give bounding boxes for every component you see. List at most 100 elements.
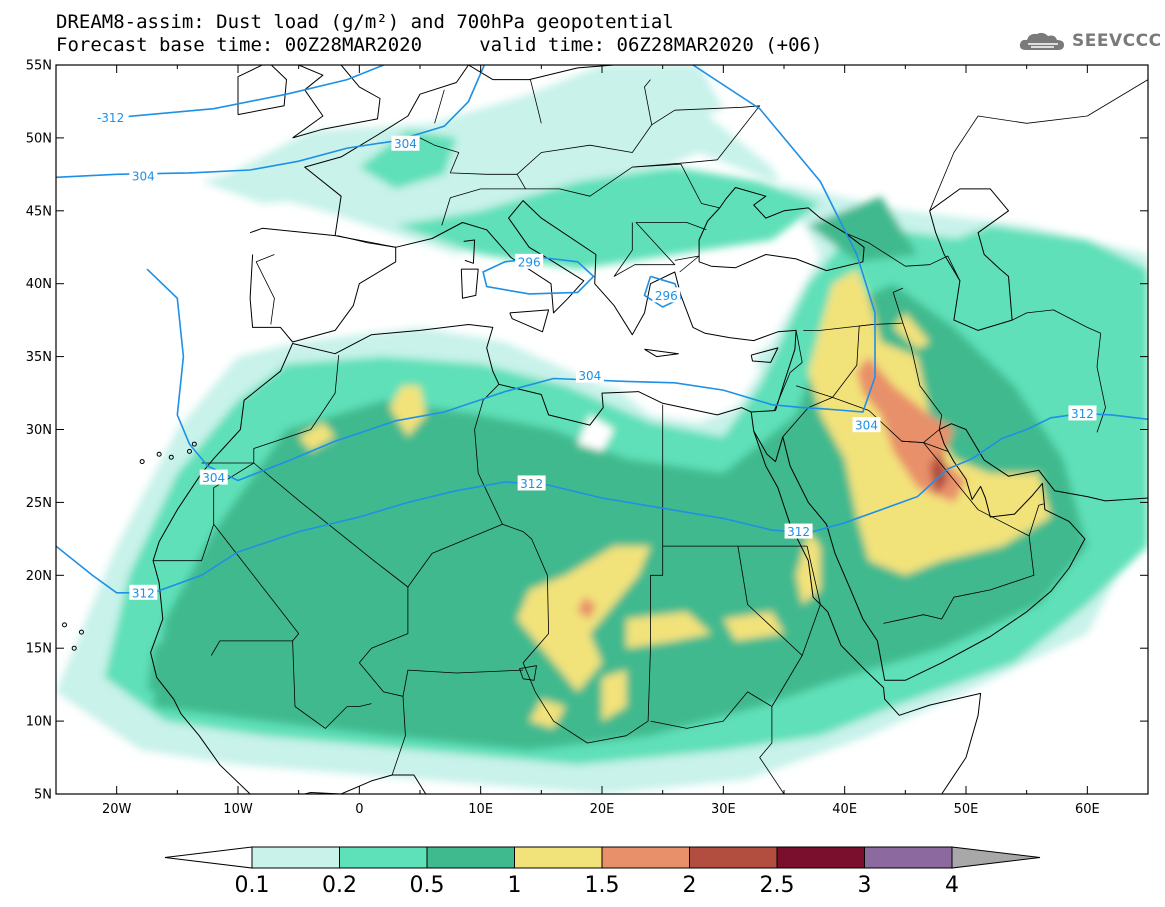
geopotential-contour xyxy=(482,256,595,295)
country-border xyxy=(883,442,1035,624)
country-border xyxy=(773,330,803,411)
svg-text:312: 312 xyxy=(1071,407,1094,421)
coastline xyxy=(292,65,381,139)
country-border xyxy=(674,255,700,273)
colorbar-swatch xyxy=(426,846,515,869)
coastline xyxy=(929,188,1013,331)
svg-text:312: 312 xyxy=(132,586,155,600)
country-border xyxy=(737,546,803,656)
colorbar-swatch xyxy=(776,846,865,869)
country-border xyxy=(402,669,524,697)
svg-text:296: 296 xyxy=(518,255,541,269)
colorbar-label: 2 xyxy=(683,873,697,898)
dust-region-level-1 xyxy=(201,130,433,204)
svg-text:304: 304 xyxy=(578,369,601,383)
country-border xyxy=(632,105,761,168)
island xyxy=(191,441,197,447)
dust-region-level-2 xyxy=(359,130,457,189)
country-border xyxy=(1028,503,1044,537)
dust-region-level-2 xyxy=(395,167,821,270)
country-border xyxy=(530,79,542,124)
colorbar-swatch xyxy=(339,846,428,869)
country-border xyxy=(434,89,445,124)
country-border xyxy=(419,79,653,175)
colorbar-under-triangle xyxy=(164,846,253,869)
lat-tick-label: 30N xyxy=(26,423,52,438)
coastline xyxy=(750,411,982,794)
dust-region-level-4 xyxy=(626,611,712,649)
country-border xyxy=(1096,333,1106,433)
longitude-axis: 20W 10W 0 10E 20E 30E 40E 50E 60E xyxy=(55,65,1149,817)
coastline xyxy=(753,430,784,463)
dust-region-level-6 xyxy=(929,451,948,496)
geopotential-contours xyxy=(56,65,1148,594)
country-border xyxy=(516,163,720,209)
country-border xyxy=(1011,309,1101,334)
contour-labels: -312 304 304 296 296 304 304 312 304 312 312 312 xyxy=(92,109,1097,600)
coastline xyxy=(460,268,479,299)
dust-region-level-3 xyxy=(147,619,238,692)
forecast-time-line: Forecast base time: 00Z28MAR2020 valid t… xyxy=(56,34,823,56)
country-border xyxy=(929,79,1148,211)
colorbar-label: 0.2 xyxy=(322,873,357,898)
lat-tick-label: 10N xyxy=(26,715,52,730)
dust-region-clear xyxy=(56,65,238,197)
colorbar-label: 0.1 xyxy=(235,873,270,898)
lat-tick-label: 35N xyxy=(26,350,52,365)
lake-chad xyxy=(519,665,537,681)
lon-tick-label: 20E xyxy=(590,802,615,817)
contour-label: 304 xyxy=(129,167,158,183)
dust-region-level-4 xyxy=(796,531,821,605)
svg-text:304: 304 xyxy=(855,419,878,433)
country-border xyxy=(474,384,500,430)
coastline xyxy=(750,347,779,363)
country-border xyxy=(201,355,340,464)
country-border xyxy=(358,587,409,697)
island xyxy=(71,645,77,651)
geopotential-contour xyxy=(643,275,682,308)
dust-region-level-5 xyxy=(577,597,596,619)
colorbar-label: 1.5 xyxy=(585,873,620,898)
country-border xyxy=(902,322,943,430)
lat-tick-label: 15N xyxy=(26,642,52,657)
contour-label: 304 xyxy=(391,135,420,151)
lon-tick-label: 40E xyxy=(832,802,857,817)
dust-region-level-1 xyxy=(529,65,724,138)
island xyxy=(61,622,67,628)
coastline xyxy=(939,423,1148,502)
coastline xyxy=(395,200,797,411)
country-border xyxy=(474,429,503,525)
dust-load-shading xyxy=(56,65,1148,794)
country-border xyxy=(391,696,406,776)
country-border xyxy=(844,232,961,281)
island xyxy=(139,459,145,465)
contour-label: 296 xyxy=(515,253,544,269)
colorbar-swatch xyxy=(251,846,340,869)
country-border xyxy=(292,640,372,729)
contour-label: 296 xyxy=(652,287,681,303)
lon-tick-label: 50E xyxy=(954,802,979,817)
island xyxy=(156,451,162,457)
colorbar-label: 1 xyxy=(508,873,522,898)
svg-text:296: 296 xyxy=(655,289,678,303)
dust-region-level-4 xyxy=(298,422,336,452)
dust-region-level-2 xyxy=(917,225,1148,313)
colorbar-over-triangle xyxy=(951,846,1041,869)
country-border xyxy=(650,691,773,729)
dust-region-level-4 xyxy=(723,611,784,641)
coastlines xyxy=(61,65,1148,794)
coastline xyxy=(468,65,615,81)
colorbar-swatch xyxy=(689,846,778,869)
svg-text:304: 304 xyxy=(132,169,155,183)
contour-label: 312 xyxy=(1068,405,1097,421)
lat-tick-label: 20N xyxy=(26,569,52,584)
lon-tick-label: 60E xyxy=(1075,802,1100,817)
colorbar-swatch xyxy=(601,846,690,869)
coastline xyxy=(698,187,865,272)
lon-tick-label: 10E xyxy=(468,802,493,817)
lat-tick-label: 40N xyxy=(26,277,52,292)
svg-text:-312: -312 xyxy=(97,111,124,125)
lat-tick-label: 5N xyxy=(34,788,52,803)
geopotential-contour xyxy=(146,65,876,482)
